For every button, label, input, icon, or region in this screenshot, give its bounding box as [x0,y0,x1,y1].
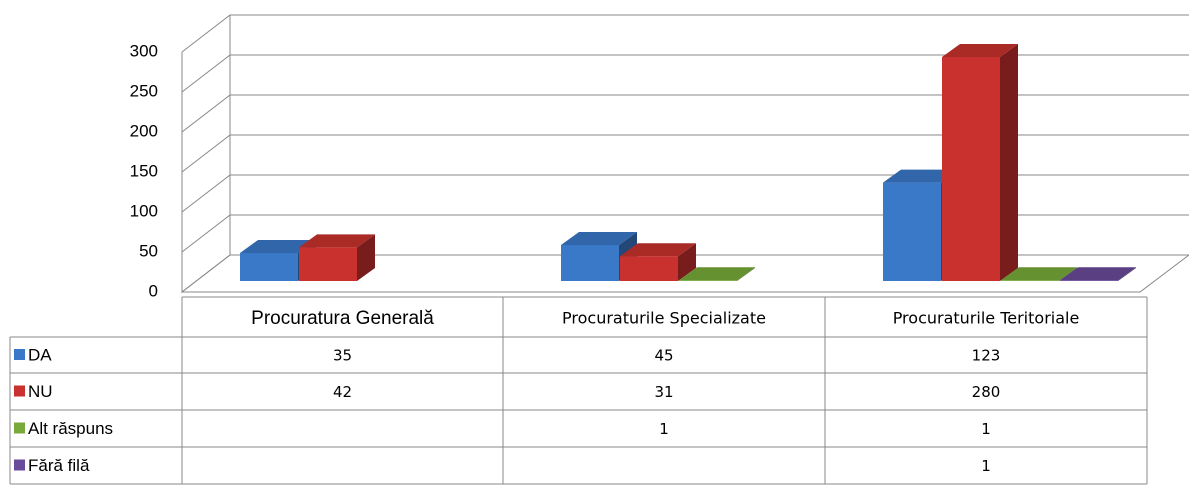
bar-side [1000,44,1018,281]
bar-side [1059,267,1077,281]
table-cell: 1 [981,457,991,475]
table-cell: 280 [972,383,1001,401]
bar [1060,267,1136,281]
bar-front [883,182,941,281]
table-cell: 35 [333,347,352,365]
bar-top [883,169,959,183]
x-tick-label: Procuraturile Specializate [562,309,766,328]
table-cell: 31 [654,383,673,401]
bar-top [1001,267,1077,281]
bar-top [1060,267,1136,281]
bar-front [679,280,737,281]
table-cell: 45 [654,347,673,365]
table-cell: 1 [659,420,669,438]
legend-swatch [14,459,25,471]
grid-line [181,134,1189,173]
bar [942,44,1018,281]
bar-top [240,240,316,253]
y-tick-label: 0 [149,281,158,300]
bar [1001,267,1077,281]
legend-swatch [14,422,25,434]
y-tick-label: 300 [130,41,158,60]
bar-front [942,57,1000,281]
legend-label: Fără filă [28,456,90,475]
table-cell: 1 [981,420,991,438]
table-cell: 123 [972,347,1001,365]
bar-side [1118,267,1136,281]
bar-front [561,245,619,281]
y-tick-label: 50 [139,241,158,260]
y-tick-label: 100 [130,201,158,220]
y-tick-label: 200 [130,121,158,140]
bar-front [299,247,357,281]
bar-front [240,253,298,281]
legend-label: DA [28,345,52,364]
x-tick-label: Procuratura Generală [251,308,434,329]
bar-side [737,267,755,281]
bar-top [561,232,637,245]
bar-top [679,267,755,281]
x-tick-label: Procuraturile Teritoriale [893,309,1080,328]
bar [299,234,375,281]
bar-top [942,44,1018,57]
bar-top [299,234,375,248]
bar-front [1060,280,1118,281]
legend-label: Alt răspuns [28,419,113,438]
grid-line [181,94,1189,133]
table-cell: 42 [333,383,352,401]
grid-line [181,54,1189,93]
grid-line [181,214,1189,253]
grid-line [181,174,1189,213]
bar-front [620,256,678,281]
bar-front [1001,280,1059,281]
grid-line [181,254,1189,293]
legend-label: NU [28,382,53,401]
y-tick-label: 150 [130,161,158,180]
legend-swatch [14,349,25,360]
legend-swatch [14,385,25,397]
bar-side [357,234,375,281]
bar-side [678,243,696,281]
bar-top [620,243,696,257]
bar [679,267,755,281]
grid-line [181,14,1189,53]
bar [620,243,696,281]
y-tick-label: 250 [130,81,158,100]
